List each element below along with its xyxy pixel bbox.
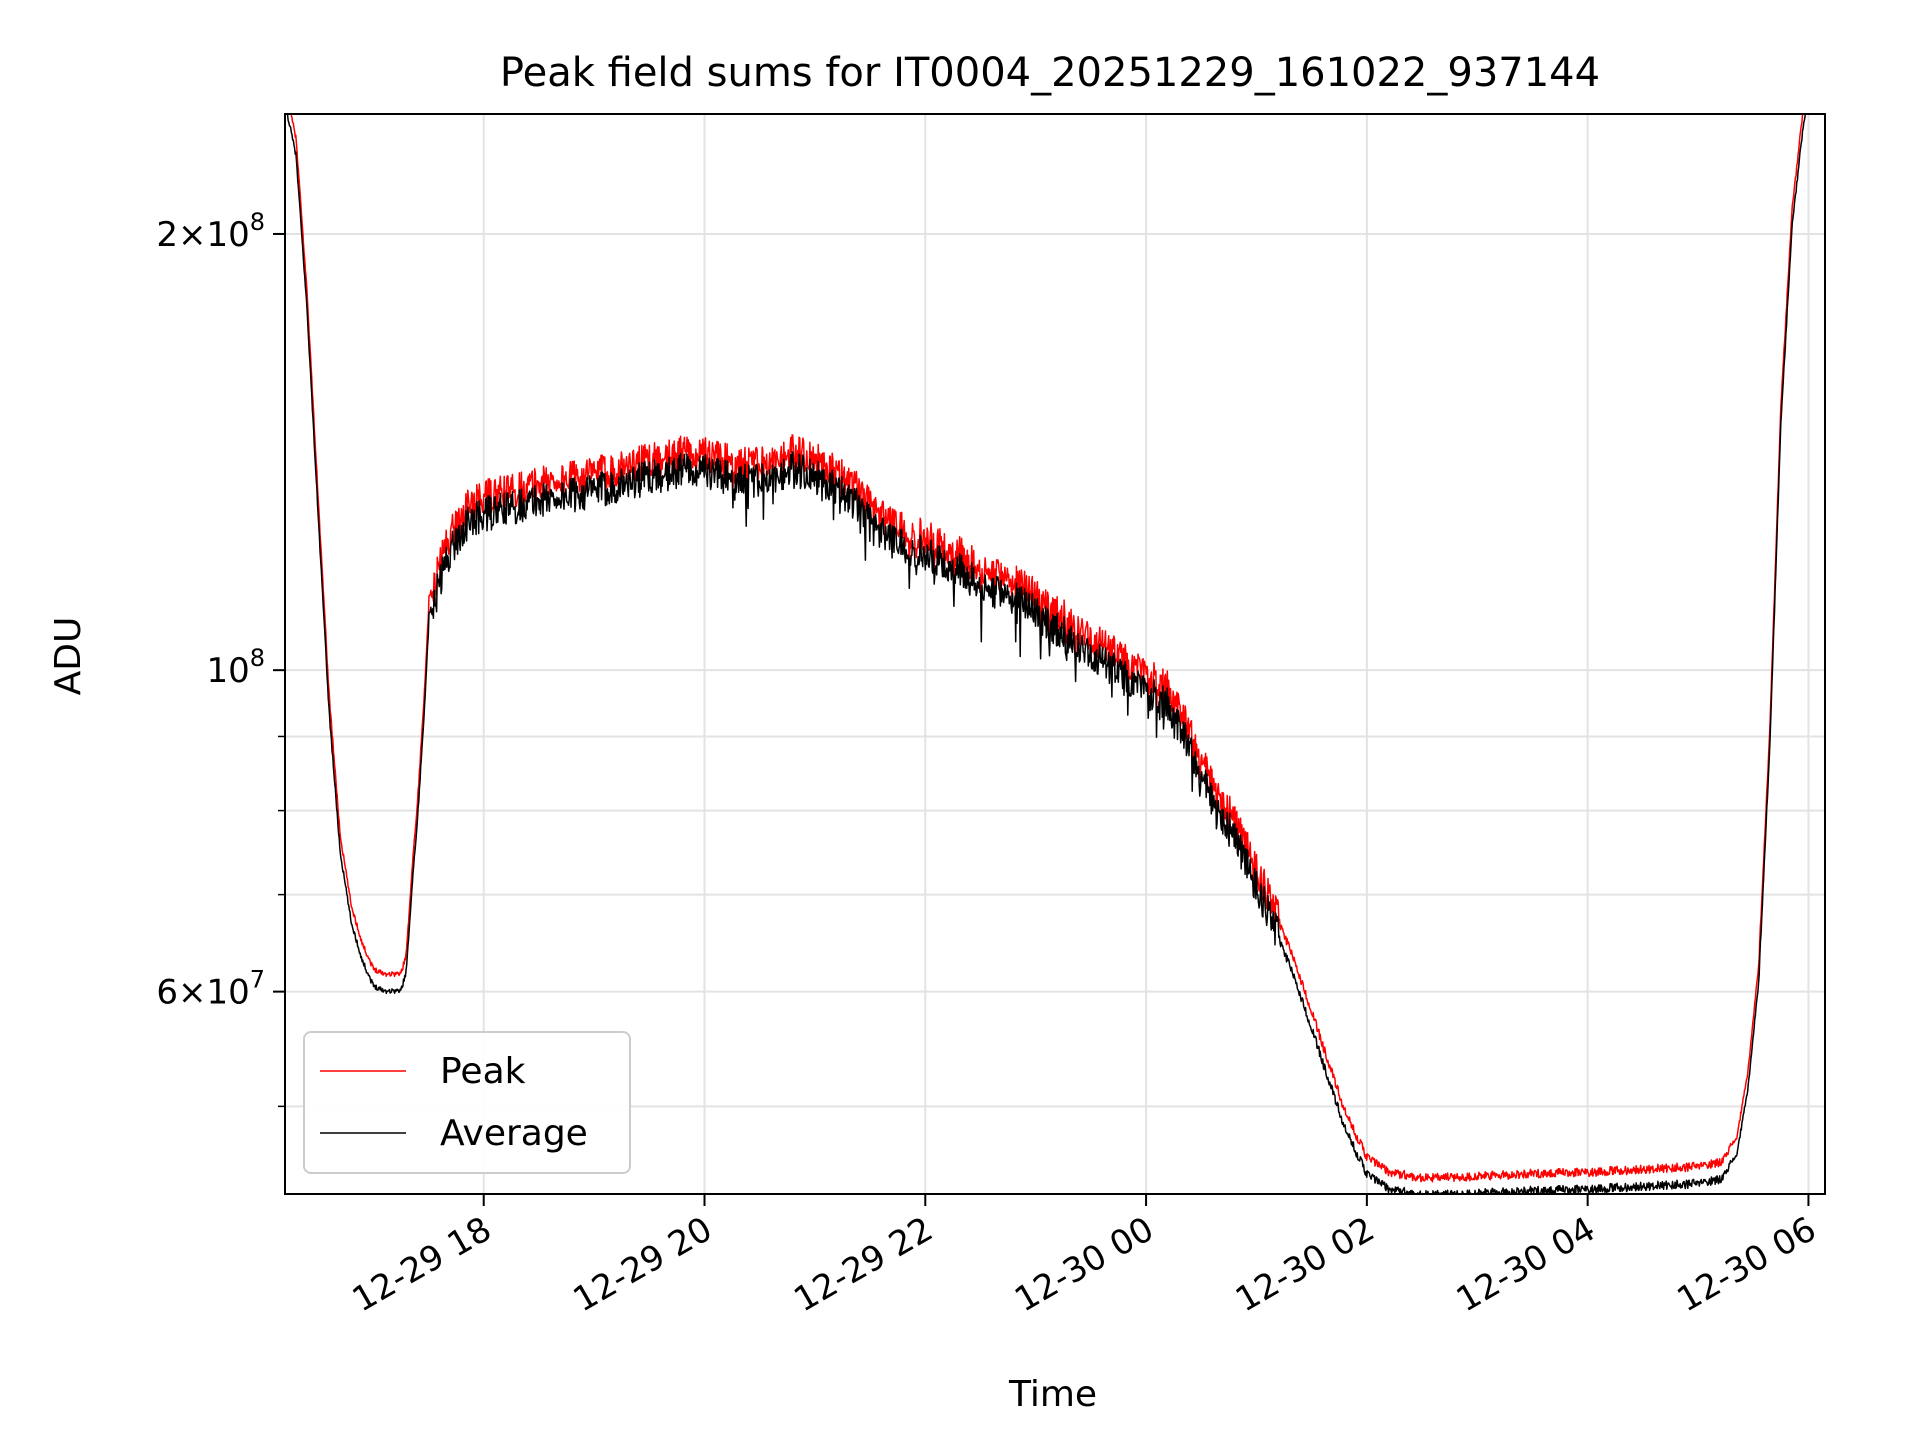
y-tick-label: 108 <box>206 644 265 691</box>
plot-frame <box>284 113 1826 1195</box>
grid <box>285 114 1825 1194</box>
y-axis-label: ADU <box>48 617 89 696</box>
series-line-average <box>286 114 1807 1194</box>
legend-label-average: Average <box>440 1113 588 1154</box>
y-tick-label: 2×108 <box>156 208 265 255</box>
legend: Peak Average <box>303 1031 631 1174</box>
series-layer <box>286 114 1807 1194</box>
x-axis-label: Time <box>1008 1374 1097 1415</box>
y-axis: 6×107 108 2×108 <box>156 208 285 1108</box>
legend-label-peak: Peak <box>440 1051 526 1092</box>
legend-box <box>303 1031 631 1174</box>
plot-area <box>285 114 1825 1194</box>
y-tick-label: 6×107 <box>156 966 265 1013</box>
chart-title: Peak field sums for IT0004_20251229_1610… <box>500 50 1600 96</box>
